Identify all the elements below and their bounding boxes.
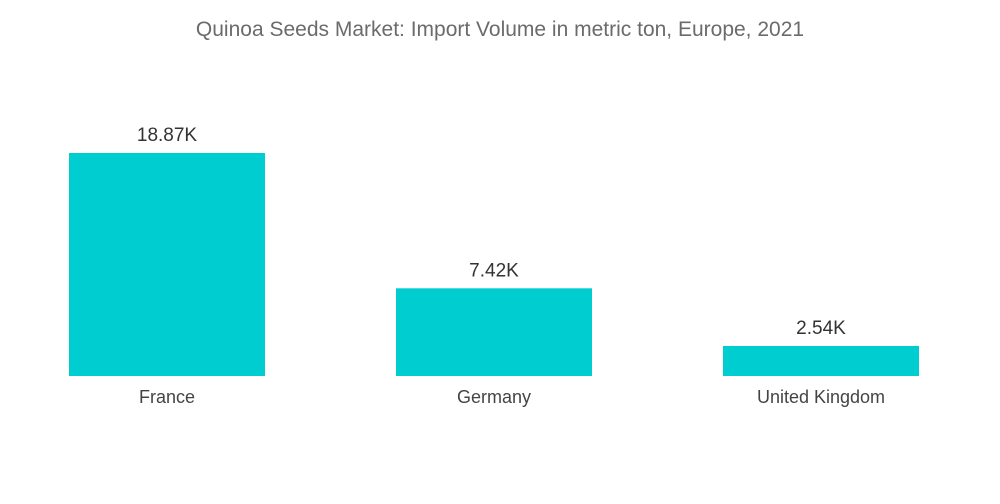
category-label-united-kingdom: United Kingdom	[757, 387, 885, 407]
bar-france	[69, 153, 265, 376]
chart-title: Quinoa Seeds Market: Import Volume in me…	[195, 18, 805, 41]
data-label-germany: 7.42K	[469, 260, 519, 281]
labels-layer: 18.87K France 7.42K Germany 2.54K United King…	[137, 125, 885, 407]
bar-united-kingdom	[723, 345, 919, 376]
category-label-france: France	[139, 387, 195, 407]
bar-germany	[396, 288, 592, 376]
bars-layer	[69, 153, 919, 376]
data-label-united-kingdom: 2.54K	[796, 318, 846, 339]
data-label-france: 18.87K	[137, 125, 198, 146]
category-label-germany: Germany	[457, 387, 531, 407]
